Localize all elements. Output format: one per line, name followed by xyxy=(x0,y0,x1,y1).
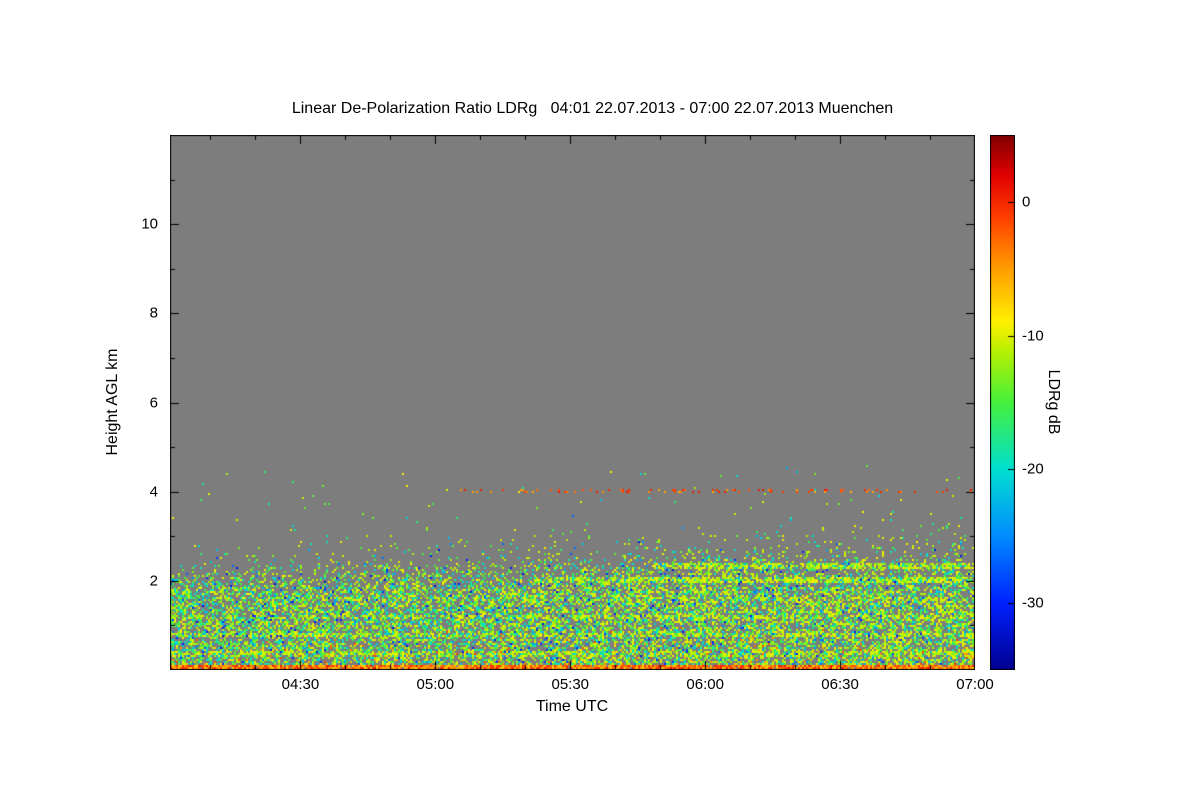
colorbar-tick-label: 0 xyxy=(1022,193,1031,211)
x-tick-label: 05:30 xyxy=(551,676,590,693)
colorbar-label: LDRg dB xyxy=(1045,369,1062,435)
colorbar-canvas xyxy=(990,135,1015,670)
page-title: Linear De-Polarization Ratio LDRg 04:01 … xyxy=(291,100,894,117)
x-tick-label: 07:00 xyxy=(956,676,994,693)
x-tick-label: 06:30 xyxy=(821,676,859,693)
y-tick-label: 4 xyxy=(149,483,158,501)
x-tick-label: 04:30 xyxy=(281,676,320,693)
y-tick-label: 10 xyxy=(141,215,158,233)
x-axis-label: Time UTC xyxy=(535,698,609,715)
colorbar-tick-label: -20 xyxy=(1022,460,1044,478)
colorbar-tick-label: -10 xyxy=(1022,327,1044,345)
heatmap-canvas xyxy=(170,135,975,670)
x-tick-label: 06:00 xyxy=(686,676,724,693)
colorbar-tick-label: -30 xyxy=(1022,594,1044,612)
heatmap-plot xyxy=(170,135,975,670)
y-tick-label: 6 xyxy=(149,394,158,411)
x-tick-label: 05:00 xyxy=(416,676,455,693)
y-tick-label: 8 xyxy=(149,304,158,322)
y-tick-label: 2 xyxy=(149,572,158,590)
